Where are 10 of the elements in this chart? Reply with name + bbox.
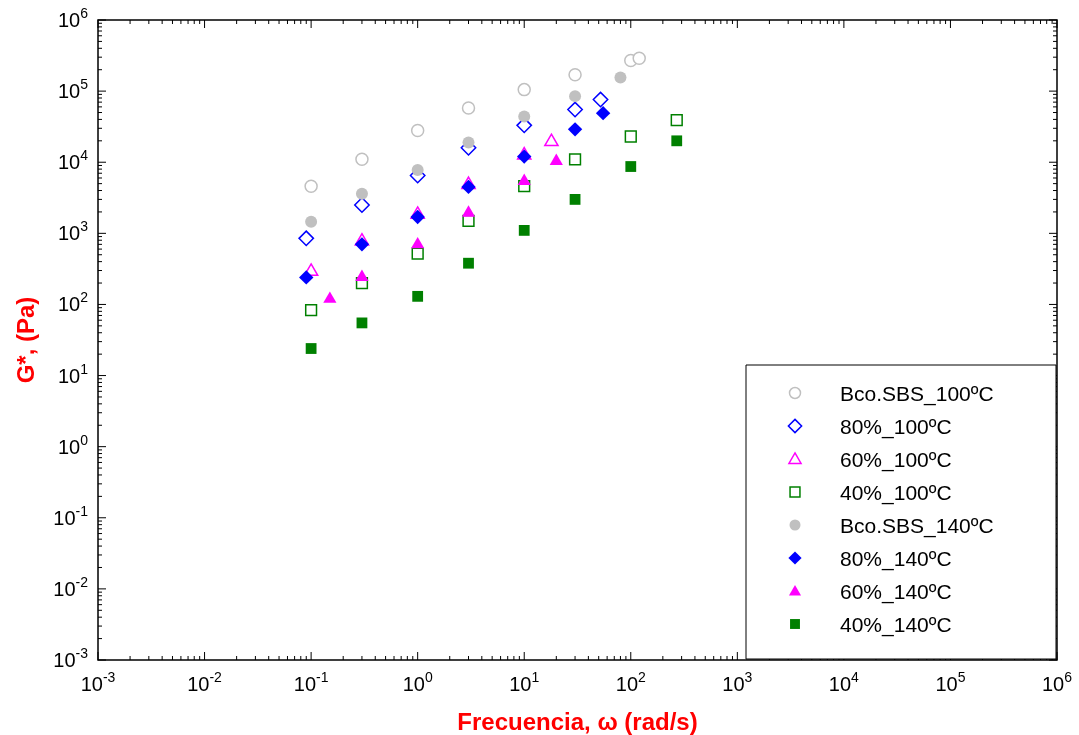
- legend-label: 80%_100ºC: [840, 415, 952, 439]
- x-axis-title: Frecuencia, ω (rad/s): [457, 708, 698, 735]
- y-axis-title: G*, (Pa): [12, 296, 39, 384]
- legend-label: Bco.SBS_140ºC: [840, 514, 994, 538]
- legend-label: 60%_100ºC: [840, 448, 952, 472]
- legend-label: 60%_140ºC: [840, 580, 952, 604]
- legend-label: Bco.SBS_100ºC: [840, 382, 994, 406]
- legend-label: 80%_140ºC: [840, 547, 952, 571]
- legend-label: 40%_100ºC: [840, 481, 952, 505]
- legend-label: 40%_140ºC: [840, 613, 952, 637]
